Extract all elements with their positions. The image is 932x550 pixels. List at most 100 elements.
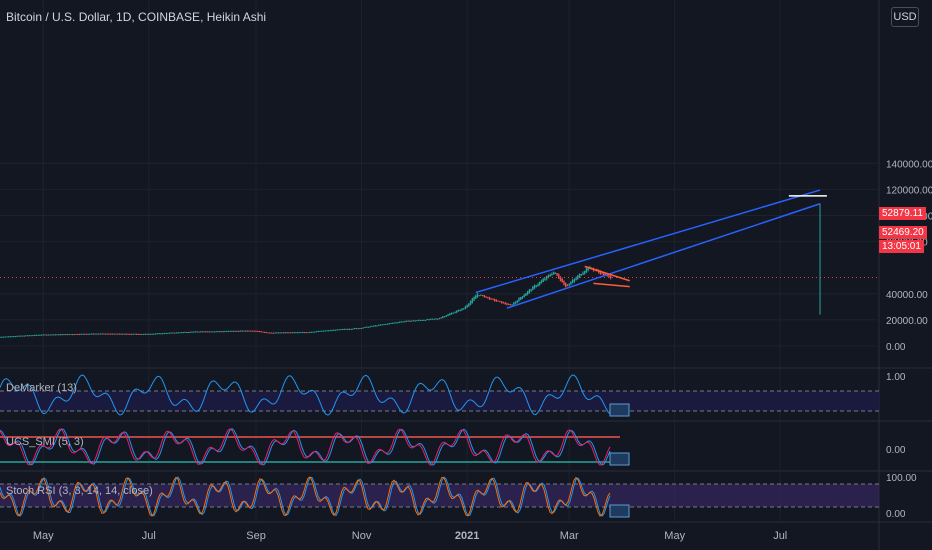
candle-body (243, 330, 245, 332)
candle-body (520, 297, 522, 300)
candle-body (322, 330, 325, 332)
candle-body (573, 278, 576, 282)
candle-body (170, 332, 172, 334)
candle-body (135, 333, 138, 335)
stoch-tick-low: 0.00 (886, 509, 906, 520)
candle-body (167, 333, 169, 335)
candle-body (462, 308, 465, 310)
candle-body (535, 285, 537, 287)
candle-body (238, 330, 240, 332)
candle-body (90, 333, 93, 335)
candle-body (198, 331, 200, 333)
candle-body (307, 332, 309, 334)
candle-body (516, 300, 518, 303)
candle-body (336, 329, 339, 331)
candle-body (398, 321, 401, 323)
candle-body (234, 330, 236, 332)
candle-body (219, 331, 221, 333)
candle-body (231, 330, 233, 332)
candle-body (443, 316, 446, 318)
candle-body (80, 333, 83, 335)
candle-body (75, 333, 77, 335)
candle-body (281, 332, 283, 334)
candle-body (563, 280, 565, 286)
candle-body (321, 330, 323, 332)
candle-body (492, 298, 494, 300)
candle-body (115, 333, 117, 335)
chart-title: Bitcoin / U.S. Dollar, 1D, COINBASE, Hei… (6, 10, 267, 24)
x-tick-label: May (664, 530, 685, 542)
candle-body (58, 334, 60, 336)
candle-body (288, 332, 290, 334)
candle-body (108, 333, 110, 335)
candle-body (269, 332, 271, 334)
candle-body (545, 276, 548, 280)
candle-body (556, 273, 558, 276)
candle-body (26, 335, 29, 337)
candle-body (445, 315, 448, 317)
candle-body (179, 332, 181, 334)
candle-body (175, 332, 178, 334)
candle-body (533, 285, 536, 289)
candle-body (513, 302, 515, 305)
candle-body (343, 328, 345, 330)
candle-body (244, 330, 247, 332)
candle-body (213, 331, 216, 333)
candle-body (258, 331, 261, 333)
candle-body (161, 333, 164, 335)
candle-body (68, 334, 70, 336)
candle-body (23, 335, 25, 337)
candle-body (350, 328, 352, 330)
candle-body (473, 296, 475, 301)
candle-body (262, 331, 264, 333)
candle-body (376, 325, 378, 327)
candle-body (459, 309, 461, 311)
candle-body (272, 332, 275, 334)
candle-body (250, 330, 252, 332)
smi-signal-line (0, 428, 611, 466)
candle-body (61, 334, 63, 336)
candle-body (184, 331, 186, 333)
candle-body (63, 334, 65, 336)
candle-body (414, 320, 416, 322)
candle-body (364, 326, 366, 328)
candle-body (381, 324, 384, 326)
candle-body (442, 316, 444, 318)
candle-body (118, 333, 121, 335)
candle-body (148, 333, 150, 335)
candle-body (362, 327, 364, 329)
candle-body (326, 330, 328, 332)
candle-body (70, 334, 72, 336)
candle-body (485, 296, 487, 298)
candle-body (255, 330, 257, 332)
x-tick-label: Jul (773, 530, 787, 542)
candle-body (506, 303, 508, 305)
candle-body (319, 331, 321, 333)
candle-body (537, 283, 539, 287)
time-axis: May Jul Sep Nov 2021 Mar May Jul (33, 530, 787, 542)
candle-body (225, 331, 228, 333)
stoch-d-line (0, 476, 611, 517)
candle-body (357, 328, 359, 330)
currency-button[interactable]: USD (891, 7, 919, 27)
candle-body (468, 303, 470, 307)
candle-body (488, 297, 491, 300)
candle-body (177, 332, 179, 334)
x-tick-label: 2021 (455, 530, 479, 542)
candle-body (539, 281, 541, 285)
candle-body (92, 333, 95, 335)
candle-body (314, 331, 316, 333)
demarker-tick: 1.00 (886, 372, 906, 383)
candle-body (575, 277, 577, 281)
candle-body (438, 318, 441, 320)
candle-body (129, 333, 131, 335)
channel-upper-line (475, 189, 821, 294)
candle-body (28, 335, 31, 337)
candle-body (153, 333, 155, 335)
candle-body (571, 279, 574, 284)
candle-body (260, 331, 262, 333)
candle-body (423, 319, 425, 321)
candle-body (509, 304, 512, 306)
candle-body (603, 273, 605, 276)
